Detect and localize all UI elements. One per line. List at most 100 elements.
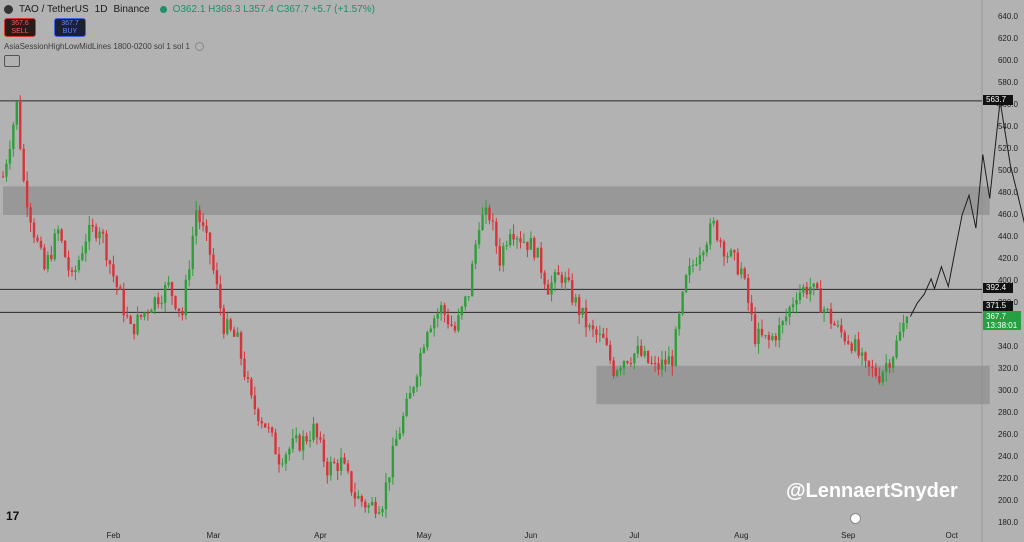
sell-button[interactable]: 367.6 SELL xyxy=(4,18,36,37)
candle-222 xyxy=(767,335,771,340)
candle-142 xyxy=(491,220,495,222)
candle-210 xyxy=(726,256,729,258)
time-tick-label: Sep xyxy=(841,531,856,540)
price-tick-label: 240.0 xyxy=(997,452,1018,461)
buy-button[interactable]: 367.7 BUY xyxy=(54,18,86,37)
compass-icon[interactable] xyxy=(850,513,861,524)
candle-132 xyxy=(457,315,460,331)
candle-5 xyxy=(19,101,22,149)
price-tick-label: 500.0 xyxy=(997,166,1018,175)
candle-83 xyxy=(288,448,291,455)
candle-9 xyxy=(32,222,36,238)
candle-168 xyxy=(581,307,584,315)
candle-85 xyxy=(295,435,298,439)
candle-219 xyxy=(757,328,760,344)
candle-216 xyxy=(747,278,750,303)
price-tick-label: 280.0 xyxy=(997,408,1018,417)
candle-29 xyxy=(101,231,105,234)
candle-37 xyxy=(129,316,132,324)
candle-211 xyxy=(729,250,733,257)
candle-94 xyxy=(326,461,329,476)
candle-184 xyxy=(636,345,639,354)
candle-187 xyxy=(646,350,650,363)
candle-76 xyxy=(264,423,267,428)
candle-50 xyxy=(174,296,177,309)
last-price: 367.7 xyxy=(986,312,1007,321)
candle-178 xyxy=(615,370,619,376)
candle-25 xyxy=(88,224,91,242)
candle-247 xyxy=(853,339,857,351)
candle-77 xyxy=(267,427,270,429)
candle-27 xyxy=(94,226,98,239)
candle-195 xyxy=(674,329,677,367)
candle-141 xyxy=(488,207,491,221)
candle-57 xyxy=(198,210,201,223)
candle-144 xyxy=(498,246,501,266)
candle-207 xyxy=(715,220,719,241)
projection-path xyxy=(909,100,1024,317)
price-tick-label: 480.0 xyxy=(997,188,1018,197)
price-tick-label: 520.0 xyxy=(997,144,1018,153)
candle-26 xyxy=(91,224,94,227)
candle-106 xyxy=(367,505,370,508)
buy-label: BUY xyxy=(62,28,78,35)
candle-14 xyxy=(50,254,53,260)
candle-73 xyxy=(253,395,257,410)
settings-icon[interactable] xyxy=(195,42,205,52)
candle-61 xyxy=(212,254,215,271)
interval[interactable]: 1D xyxy=(94,4,108,15)
tradingview-logo[interactable]: 17 xyxy=(6,509,20,523)
candle-166 xyxy=(574,297,577,303)
collapse-legend-button[interactable] xyxy=(4,55,20,67)
time-tick-label: Mar xyxy=(206,531,221,540)
candle-167 xyxy=(577,297,581,315)
candle-240 xyxy=(829,308,833,324)
price-tick-label: 540.0 xyxy=(997,122,1018,131)
candle-6 xyxy=(22,148,25,181)
tao-symbol-icon xyxy=(4,5,13,14)
candle-126 xyxy=(436,313,439,319)
candle-107 xyxy=(370,501,374,506)
candle-250 xyxy=(864,352,867,361)
candle-62 xyxy=(215,270,219,285)
candle-227 xyxy=(784,316,788,322)
candle-20 xyxy=(70,270,74,272)
candle-229 xyxy=(791,304,795,308)
candle-1 xyxy=(5,163,8,177)
time-tick-label: Jun xyxy=(524,531,538,540)
candle-23 xyxy=(81,253,84,260)
price-tick-label: 340.0 xyxy=(997,342,1018,351)
candle-201 xyxy=(695,264,698,266)
candle-169 xyxy=(584,307,588,328)
candle-59 xyxy=(205,225,208,233)
price-tick-label: 600.0 xyxy=(997,56,1018,65)
candle-246 xyxy=(850,343,853,351)
candle-239 xyxy=(826,308,829,310)
price-tick-label: 400.0 xyxy=(997,276,1018,285)
symbol-name[interactable]: TAO / TetherUS xyxy=(19,4,89,15)
last-price-tag: 367.7 13:38:01 xyxy=(983,311,1021,330)
candle-116 xyxy=(402,415,405,434)
candle-146 xyxy=(505,245,508,247)
candle-161 xyxy=(557,272,560,275)
indicator-legend[interactable]: AsiaSessionHighLowMidLines 1800-0200 sol… xyxy=(4,42,205,52)
candle-92 xyxy=(319,437,322,440)
candle-36 xyxy=(126,315,129,317)
candle-204 xyxy=(705,244,708,253)
candle-86 xyxy=(298,435,301,451)
candle-196 xyxy=(678,313,681,330)
candle-198 xyxy=(684,275,688,292)
candle-84 xyxy=(291,438,294,449)
candle-209 xyxy=(722,241,726,257)
candle-112 xyxy=(388,477,391,483)
candle-33 xyxy=(115,276,119,288)
candle-89 xyxy=(308,439,312,442)
candle-118 xyxy=(408,392,412,399)
candle-80 xyxy=(277,454,281,465)
candle-193 xyxy=(667,356,671,365)
price-tick-label: 440.0 xyxy=(997,232,1018,241)
candle-103 xyxy=(357,495,360,499)
candle-170 xyxy=(588,325,591,328)
time-tick-label: Feb xyxy=(106,531,121,540)
